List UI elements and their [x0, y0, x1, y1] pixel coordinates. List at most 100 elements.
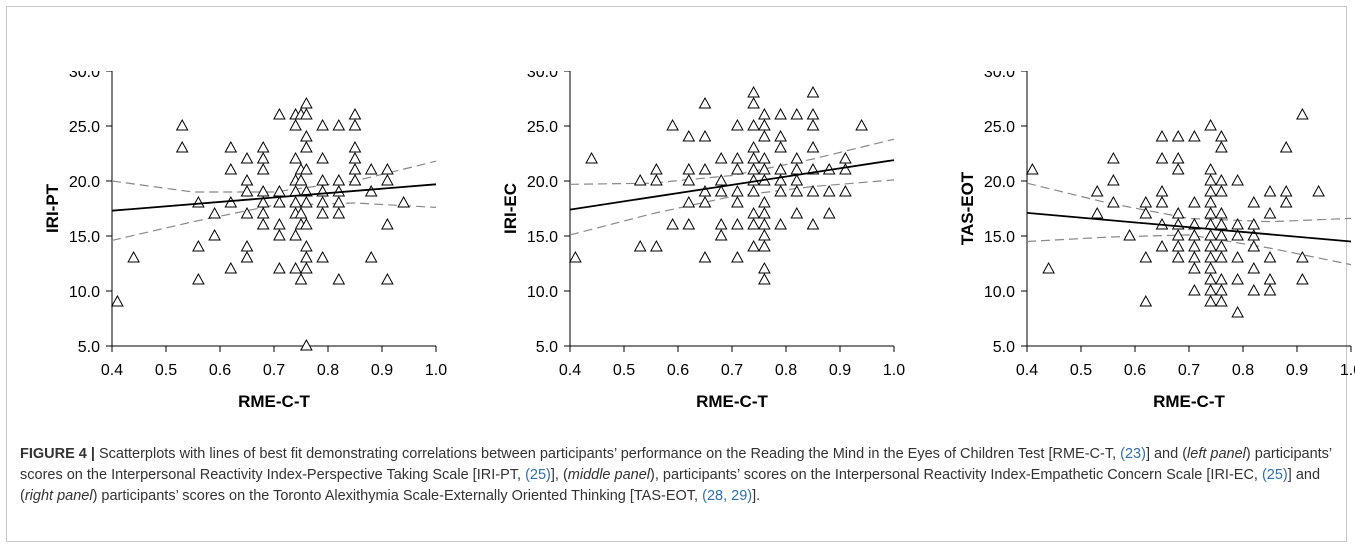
data-point-triangle	[1215, 239, 1228, 252]
data-point-triangle	[1247, 228, 1261, 241]
scatterplot-middle-panel: 5.0 10.0 15.0 20.0 25.0 30.0 0.4 0.5 0.6 0.7 0.8 0.…	[501, 71, 905, 411]
data-point-triangle	[731, 250, 744, 263]
data-point-triangle	[774, 107, 787, 120]
data-point-triangle	[1215, 173, 1228, 186]
data-point-triangle	[381, 272, 394, 285]
data-point-triangle	[790, 162, 804, 175]
y-tick-label: 25.0	[527, 119, 558, 136]
data-point-triangle	[348, 151, 362, 164]
data-point-triangle	[855, 118, 868, 131]
data-point-triangle	[633, 239, 647, 252]
citation-link[interactable]: (25)	[525, 467, 551, 483]
data-point-triangle	[1188, 129, 1201, 142]
citation-link[interactable]: (28, 29)	[702, 488, 753, 504]
data-point-triangle	[1263, 283, 1277, 296]
data-point-triangle	[300, 129, 313, 142]
data-point-triangle	[774, 217, 787, 230]
data-point-triangle	[1188, 283, 1201, 296]
data-point-triangle	[1263, 250, 1277, 263]
y-tick-label: 30.0	[527, 71, 558, 81]
data-point-triangle	[747, 239, 760, 252]
data-point-triangle	[650, 239, 663, 252]
x-tick-label: 0.8	[317, 362, 339, 379]
data-point-triangle	[256, 206, 270, 219]
data-point-triangle	[731, 184, 744, 197]
x-tick-label: 0.6	[209, 362, 231, 379]
caption-text: ].	[752, 488, 761, 504]
data-point-triangle	[300, 162, 313, 175]
citation-link[interactable]: (25)	[1261, 467, 1288, 483]
data-point-triangle	[806, 217, 820, 230]
y-tick-label: 30.0	[69, 71, 100, 81]
data-point-triangle	[1042, 261, 1055, 274]
x-tick-label: 1.0	[1340, 362, 1355, 379]
data-point-triangle	[747, 140, 760, 153]
x-tick-label: 0.6	[1124, 362, 1146, 379]
data-point-triangle	[1215, 206, 1228, 219]
data-point-triangle	[289, 151, 302, 164]
data-point-triangle	[256, 217, 270, 230]
data-point-triangle	[1204, 206, 1217, 219]
data-point-triangle	[1231, 272, 1244, 285]
data-point-triangle	[747, 184, 760, 197]
data-point-triangle	[256, 151, 270, 164]
data-point-triangle	[273, 228, 286, 241]
data-point-triangle	[1263, 272, 1277, 285]
data-point-triangle	[316, 151, 329, 164]
data-point-triangle	[256, 184, 270, 197]
data-point-triangle	[790, 173, 804, 186]
data-point-triangle	[1231, 228, 1244, 241]
data-point-triangle	[790, 184, 804, 197]
data-point-triangle	[1204, 272, 1217, 285]
data-point-triangle	[1139, 294, 1153, 307]
data-point-triangle	[731, 217, 744, 230]
data-point-triangle	[192, 239, 205, 252]
data-point-triangle	[1204, 250, 1217, 263]
x-tick-label: 0.9	[829, 362, 851, 379]
x-tick-label: 0.5	[1070, 362, 1092, 379]
data-point-triangle	[316, 118, 329, 131]
data-point-triangle	[1204, 195, 1217, 208]
data-point-triangle	[364, 162, 378, 175]
data-point-triangle	[1263, 184, 1277, 197]
data-point-triangle	[666, 217, 679, 230]
caption-text: ] and (	[20, 467, 1321, 504]
data-point-triangle	[1215, 283, 1228, 296]
data-point-triangle	[774, 184, 787, 197]
data-point-triangle	[1171, 239, 1185, 252]
data-point-triangle	[682, 195, 696, 208]
data-point-triangle	[1215, 250, 1228, 263]
data-point-triangle	[256, 162, 270, 175]
data-point-triangle	[1215, 184, 1228, 197]
figure-frame: 5.0 10.0 15.0 20.0 25.0 30.0 0.4 0.5 0.6 0.7 0.8 0.…	[6, 6, 1355, 542]
data-point-triangle	[316, 206, 329, 219]
data-point-triangle	[1247, 195, 1261, 208]
y-tick-label: 15.0	[527, 229, 558, 246]
y-tick-label: 5.0	[78, 339, 100, 356]
data-point-triangle	[806, 107, 820, 120]
data-point-triangle	[348, 118, 362, 131]
data-point-triangle	[698, 162, 712, 175]
x-tick-label: 0.6	[667, 362, 689, 379]
data-point-triangle	[316, 250, 329, 263]
data-point-triangle	[714, 184, 728, 197]
data-point-triangle	[758, 107, 771, 120]
data-point-triangle	[332, 173, 346, 186]
data-point-triangle	[731, 162, 744, 175]
data-point-triangle	[300, 217, 313, 230]
data-point-triangle	[774, 129, 787, 142]
x-axis-title: RME-C-T	[238, 392, 310, 411]
y-axis-title: IRI-PT	[43, 183, 62, 233]
best-fit-line	[111, 183, 437, 212]
data-point-triangle	[1204, 173, 1217, 186]
citation-link[interactable]: (23)	[1120, 446, 1146, 462]
data-point-triangle	[1188, 250, 1201, 263]
data-point-triangle	[240, 151, 254, 164]
scatterplot-left-panel: 5.0 10.0 15.0 20.0 25.0 30.0 0.4 0.5 0.6 0.7 0.8 0.…	[43, 71, 447, 411]
data-point-triangle	[747, 151, 760, 164]
best-fit-line	[569, 159, 895, 211]
data-point-triangle	[1296, 272, 1309, 285]
scatterplot-right-panel: 5.0 10.0 15.0 20.0 25.0 30.0 0.4 0.5 0.6 0.7 0.8 0.…	[958, 71, 1355, 411]
x-tick-label: 0.5	[613, 362, 635, 379]
data-point-triangle	[822, 184, 836, 197]
